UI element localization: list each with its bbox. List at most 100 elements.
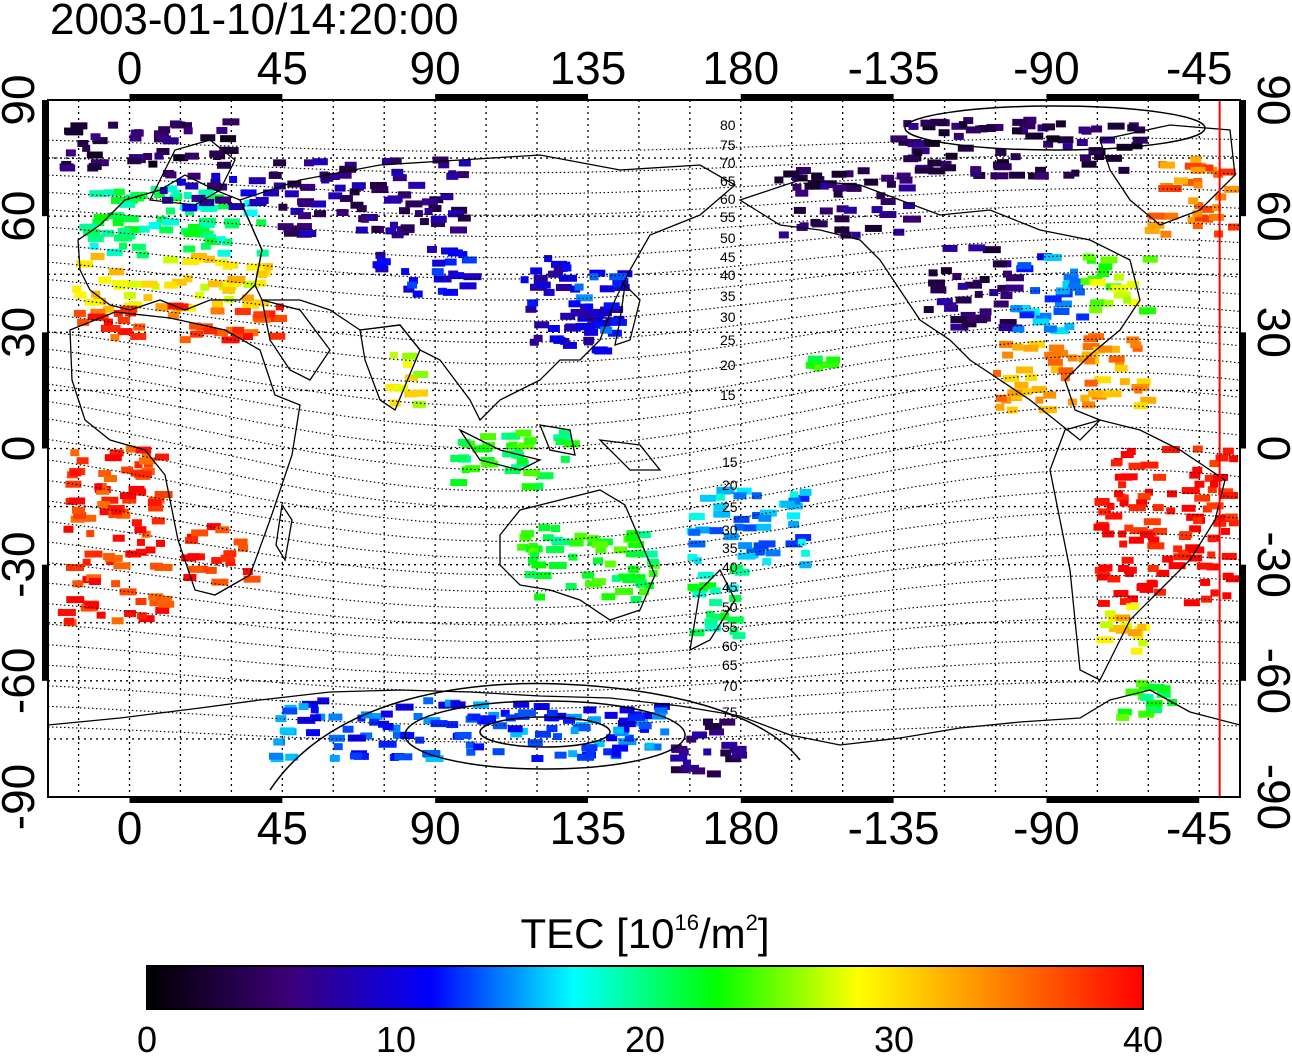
- lat-label-right: 30: [1248, 307, 1292, 358]
- tec-pixel-antarctica-east: [297, 716, 316, 724]
- tec-pixel-south-america: [1119, 499, 1129, 507]
- tec-pixel-west-africa: [137, 488, 146, 496]
- tec-pixel-mediterranean: [243, 333, 254, 341]
- contour-line: [48, 702, 1240, 726]
- tec-pixel-australia: [633, 531, 651, 539]
- tec-pixel-west-africa: [69, 469, 82, 477]
- tec-pixel-north-america-east: [1127, 298, 1140, 306]
- tec-pixel-gulf-caribbean: [1031, 385, 1047, 393]
- tec-pixel-russia: [284, 190, 299, 198]
- tec-pixel-south-africa: [187, 553, 200, 561]
- tec-pixel-antarctica-east: [380, 710, 393, 718]
- lat-label-left: 90: [0, 74, 44, 125]
- tec-pixel-south-africa: [206, 523, 221, 531]
- tec-pixel-gulf-caribbean: [1082, 401, 1096, 409]
- tec-pixel-alaska: [902, 215, 921, 223]
- contour-line: [48, 171, 1240, 195]
- tec-pixel-europe-north: [195, 230, 214, 238]
- tec-pixel-alaska: [846, 184, 862, 192]
- tec-pixel-mediterranean: [125, 309, 137, 317]
- tec-pixel-south-america: [1178, 549, 1192, 557]
- tec-pixel-europe-north: [119, 242, 128, 250]
- tec-pixel-se-asia: [563, 440, 580, 448]
- contour-label: 35: [722, 540, 738, 556]
- tec-pixel-antarctica-east: [531, 755, 544, 763]
- tec-pixel-antarctica-east: [333, 743, 343, 751]
- lon-label-bottom: -45: [1166, 802, 1232, 854]
- lat-label-right: -60: [1248, 648, 1292, 714]
- tec-pixel-new-zealand: [729, 628, 739, 636]
- tec-pixel-antarctica-east: [517, 709, 536, 717]
- tec-pixel-north-america-west: [1005, 284, 1024, 292]
- tec-pixel-arctic-europe: [153, 135, 171, 143]
- tec-pixel-pacific-islands: [798, 494, 810, 502]
- tec-pixel-south-america: [1136, 499, 1148, 507]
- tec-pixel-south-america: [1215, 454, 1229, 462]
- tec-pixel-new-zealand: [709, 599, 723, 607]
- tec-pixel-west-africa: [158, 600, 175, 608]
- tec-pixel-arctic-europe: [82, 144, 91, 152]
- tec-pixel-alaska: [804, 182, 821, 190]
- tec-pixel-antarctica-east: [423, 697, 434, 705]
- tec-pixel-south-america: [1192, 466, 1203, 474]
- contour-label: 55: [722, 619, 738, 635]
- tec-pixel-antarctic-peninsula: [1138, 683, 1154, 691]
- tec-pixel-europe-south: [227, 275, 246, 283]
- tec-pixel-europe-south: [258, 270, 268, 278]
- lon-label-top: 90: [410, 42, 461, 94]
- tec-pixel-central-asia: [408, 277, 418, 285]
- tec-pixel-pacific-islands: [688, 513, 705, 521]
- right-latitude-labels: 90 60 30 0 -30 -60 -90: [1248, 74, 1292, 830]
- tec-pixel-gulf-caribbean: [1114, 364, 1128, 372]
- tec-pixel-north-america-west: [950, 323, 969, 331]
- tec-pixel-pacific-islands: [797, 538, 806, 546]
- tec-pixel-new-zealand: [704, 618, 718, 626]
- tec-pixel-greenland-east: [1194, 202, 1204, 210]
- tec-pixel-arctic-canada: [907, 140, 925, 148]
- tec-pixel-russia: [424, 208, 433, 216]
- tec-pixel-europe-south: [123, 291, 134, 299]
- lat-label-left: -30: [0, 531, 44, 597]
- tec-pixel-russia: [419, 218, 429, 226]
- tec-pixel-arctic-europe: [127, 157, 142, 165]
- tec-pixel-antarctica-east: [454, 731, 472, 739]
- tec-pixel-antarctica-east: [342, 725, 354, 733]
- tec-pixel-south-america: [1128, 462, 1146, 470]
- tec-pixel-north-america-west: [961, 320, 977, 328]
- tec-pixel-australia: [531, 561, 547, 569]
- tec-pixel-mediterranean: [190, 330, 204, 338]
- tec-pixel-russia: [299, 230, 317, 238]
- tec-pixel-patagonia: [1108, 624, 1125, 632]
- tec-pixel-patagonia: [1127, 629, 1142, 637]
- tec-pixel-pacific-islands: [688, 528, 701, 536]
- tec-pixel-east-asia: [527, 299, 539, 307]
- tec-pixel-russia: [290, 207, 304, 215]
- tec-pixel-south-america: [1098, 564, 1113, 572]
- tec-pixel-antarctica-east: [612, 744, 629, 752]
- tec-pixel-arctic-europe: [200, 134, 216, 142]
- tec-pixel-se-asia: [518, 442, 535, 450]
- tec-pixel-russia: [400, 224, 415, 232]
- tec-pixel-central-asia: [437, 287, 447, 295]
- lon-label-bottom: -135: [848, 802, 940, 854]
- tec-pixel-antarctica-ross: [725, 755, 742, 763]
- tec-pixel-antarctica-east: [645, 742, 655, 750]
- tec-pixel-antarctica-ross: [670, 766, 689, 774]
- tec-pixel-antarctic-peninsula: [1140, 694, 1154, 702]
- tec-pixel-south-africa: [205, 566, 217, 574]
- tec-pixel-europe-south: [126, 280, 143, 288]
- tec-pixel-greenland-east: [1199, 164, 1214, 172]
- tec-pixel-greenland-east: [1224, 185, 1240, 193]
- contour-line: [48, 575, 1240, 626]
- tec-pixel-arctic-canada: [953, 132, 964, 140]
- tec-pixel-japan: [584, 328, 599, 336]
- tec-pixel-se-asia: [560, 455, 570, 463]
- tec-pixel-south-america: [1200, 578, 1211, 586]
- tec-pixel-scandinavia: [187, 172, 201, 180]
- tec-pixel-pacific-islands: [795, 534, 812, 542]
- tec-pixel-australia: [648, 570, 658, 578]
- tec-pixel-pacific-islands: [733, 492, 747, 500]
- tec-pixel-pacific-islands: [786, 502, 803, 510]
- tec-pixel-europe-south: [254, 299, 270, 307]
- tec-pixel-japan: [603, 309, 612, 317]
